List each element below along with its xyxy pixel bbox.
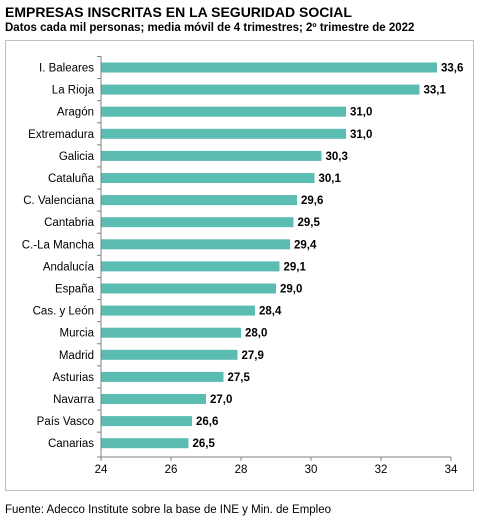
x-tick-label: 30 <box>305 464 318 476</box>
data-label: 29,1 <box>284 261 307 273</box>
category-label: Canarias <box>48 438 94 450</box>
category-label: C. Valenciana <box>23 195 94 207</box>
bar <box>101 106 346 117</box>
bar <box>101 349 238 360</box>
bar <box>101 394 206 404</box>
x-tick-label: 32 <box>375 464 388 476</box>
category-label: Murcia <box>59 328 94 340</box>
data-label: 26,5 <box>193 438 216 450</box>
category-label: Extremadura <box>28 129 94 141</box>
bar <box>101 173 315 183</box>
category-label: Navarra <box>53 394 95 406</box>
bar <box>101 128 346 139</box>
bar <box>101 150 322 161</box>
bar <box>101 305 255 316</box>
chart-title: EMPRESAS INSCRITAS EN LA SEGURIDAD SOCIA… <box>5 4 352 20</box>
category-label: País Vasco <box>37 416 94 428</box>
category-label: Aragón <box>57 107 94 119</box>
category-label: Asturias <box>52 372 94 384</box>
data-label: 27,9 <box>242 350 264 362</box>
x-tick-label: 26 <box>165 464 178 476</box>
source-note: Fuente: Adecco Institute sobre la base d… <box>5 504 332 516</box>
data-label: 29,6 <box>301 195 323 207</box>
bar <box>101 283 276 294</box>
category-label: C.-La Mancha <box>22 239 95 251</box>
data-label: 31,0 <box>350 107 372 119</box>
bar-chart: I. Baleares 33,6 La Rioja 33,1 Aragón 31,0 Ext… <box>22 55 463 476</box>
category-label: Madrid <box>59 350 94 362</box>
data-label: 33,6 <box>441 63 463 75</box>
bar <box>101 239 290 250</box>
bar <box>101 84 420 95</box>
bar <box>101 62 437 73</box>
data-label: 28,0 <box>245 328 267 340</box>
category-label: La Rioja <box>52 85 95 97</box>
category-label: España <box>55 284 95 296</box>
bar <box>101 371 224 382</box>
bar <box>101 195 297 206</box>
category-label: I. Baleares <box>39 63 94 75</box>
data-label: 29,4 <box>294 239 317 251</box>
data-label: 27,0 <box>210 394 232 406</box>
data-label: 30,1 <box>319 173 342 185</box>
bar <box>101 261 280 272</box>
x-tick-label: 34 <box>445 464 458 476</box>
data-label: 31,0 <box>350 129 372 141</box>
data-label: 30,3 <box>326 151 348 163</box>
x-tick-label: 28 <box>235 464 248 476</box>
x-tick-label: 24 <box>95 464 108 476</box>
bar <box>101 217 294 228</box>
category-label: Galicia <box>59 151 95 163</box>
data-label: 27,5 <box>228 372 251 384</box>
bar <box>101 327 241 338</box>
bar <box>101 438 189 449</box>
bar <box>101 416 192 427</box>
category-label: Andalucía <box>43 261 95 273</box>
data-label: 33,1 <box>424 85 447 97</box>
data-label: 29,0 <box>280 284 302 296</box>
category-label: Cataluña <box>48 173 95 185</box>
category-label: Cas. y León <box>33 306 94 318</box>
chart-frame <box>5 40 474 491</box>
category-label: Cantabria <box>44 217 94 229</box>
data-label: 28,4 <box>259 306 282 318</box>
chart-subtitle: Datos cada mil personas; media móvil de … <box>5 22 415 34</box>
data-label: 29,5 <box>298 217 321 229</box>
data-label: 26,6 <box>196 416 218 428</box>
